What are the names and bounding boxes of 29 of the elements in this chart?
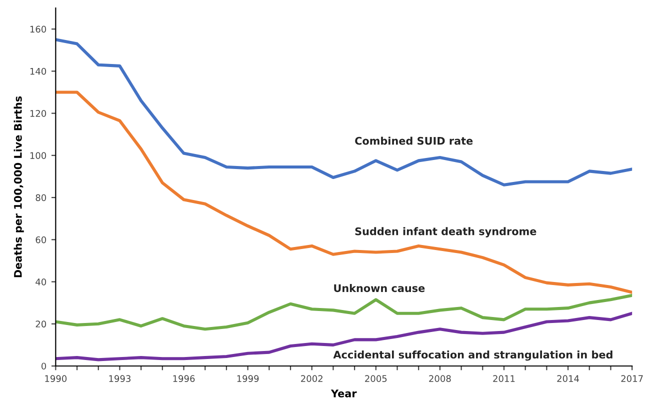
y-tick-label: 0	[42, 362, 46, 370]
y-tick-label: 80	[36, 194, 46, 202]
series-label: Sudden infant death syndrome	[355, 227, 536, 238]
x-tick-label: 1990	[45, 375, 67, 382]
line-series	[56, 312, 632, 362]
series-label: Accidental suffocation and strangulation in bed	[333, 350, 612, 361]
y-tick-label: 40	[36, 278, 46, 286]
y-tick-label: 20	[36, 320, 46, 328]
series-label: Combined SUID rate	[355, 136, 473, 145]
x-tick-label: 2008	[429, 375, 451, 382]
x-axis-title: Year	[330, 390, 357, 398]
x-tick-label: 2002	[301, 375, 322, 382]
x-tick-label: 2014	[557, 375, 580, 382]
y-tick-label: 120	[30, 110, 46, 117]
y-tick-label: 140	[30, 68, 46, 75]
x-tick-label: 2017	[621, 375, 643, 382]
x-tick-label: 1993	[109, 375, 130, 382]
x-tick-label: 2005	[365, 375, 387, 382]
series-label: Unknown cause	[334, 284, 425, 292]
y-tick-label: 100	[30, 152, 46, 159]
x-tick-label: 1999	[237, 375, 259, 382]
line-series	[56, 90, 632, 294]
y-tick-label: 60	[36, 236, 46, 244]
x-tick-label: 2011	[493, 375, 515, 382]
line-series	[56, 38, 632, 186]
line-series	[56, 294, 632, 331]
y-axis-title: Deaths per 100,000 Live Births	[14, 96, 24, 278]
x-tick-label: 1996	[173, 375, 195, 382]
y-tick-label: 160	[30, 26, 46, 33]
